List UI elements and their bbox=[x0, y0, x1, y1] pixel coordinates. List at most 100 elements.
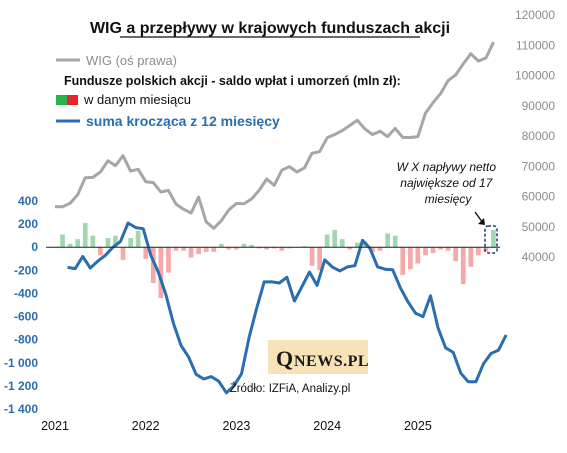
bar-month-29 bbox=[271, 247, 277, 249]
source-text: Źródło: IZFiA, Analizy.pl bbox=[230, 382, 351, 395]
bars-layer bbox=[52, 223, 496, 298]
right-tick-label: 70000 bbox=[522, 159, 556, 173]
bar-month-9 bbox=[120, 247, 126, 260]
bar-month-15 bbox=[166, 247, 171, 273]
qnews-logo: Q NEWS.PL bbox=[268, 340, 369, 374]
bar-month-39 bbox=[347, 247, 353, 250]
bar-month-54 bbox=[460, 247, 466, 285]
line-layer bbox=[67, 221, 508, 395]
bar-month-20 bbox=[203, 247, 209, 252]
bar-month-56 bbox=[476, 247, 481, 256]
legend-wig-label: WIG (oś prawa) bbox=[86, 53, 177, 68]
bar-month-51 bbox=[438, 247, 443, 250]
bar-month-5 bbox=[90, 235, 96, 248]
series-wig-line bbox=[55, 41, 495, 230]
bar-month-30 bbox=[279, 247, 285, 251]
legend-subtitle: Fundusze polskich akcji - saldo wpłat i … bbox=[64, 74, 401, 88]
bar-month-45 bbox=[392, 235, 398, 248]
bar-month-8 bbox=[113, 235, 118, 248]
bar-month-13 bbox=[150, 247, 156, 283]
annotation-line-2: największe od 17 bbox=[400, 176, 493, 190]
bar-month-48 bbox=[415, 247, 421, 264]
bar-month-40 bbox=[355, 242, 360, 248]
bar-month-47 bbox=[408, 247, 413, 270]
bar-month-24 bbox=[234, 247, 239, 250]
bar-month-42 bbox=[370, 247, 375, 252]
right-tick-label: 60000 bbox=[522, 190, 556, 204]
bar-month-1 bbox=[60, 234, 65, 248]
legend-bars-label: w danym miesiącu bbox=[83, 92, 191, 107]
bar-month-58 bbox=[491, 229, 496, 248]
bar-month-28 bbox=[264, 247, 269, 250]
bar-month-36 bbox=[324, 234, 330, 248]
right-tick-label: 120000 bbox=[515, 8, 555, 22]
bar-month-34 bbox=[309, 247, 315, 266]
bar-month-6 bbox=[98, 247, 103, 256]
bar-month-33 bbox=[302, 246, 307, 248]
left-tick-label: 200 bbox=[18, 217, 38, 231]
right-tick-label: 110000 bbox=[516, 38, 555, 52]
annotation-text: W X napływy netto największe od 17 miesi… bbox=[397, 160, 500, 206]
bar-month-57 bbox=[483, 247, 489, 252]
annotation-highlight-box bbox=[484, 225, 498, 254]
bar-month-55 bbox=[468, 247, 474, 267]
bar-month-2 bbox=[67, 243, 73, 248]
bar-month-23 bbox=[226, 247, 232, 250]
logo-text: NEWS.PL bbox=[294, 353, 369, 370]
bar-month-10 bbox=[128, 238, 133, 248]
axes-layer: 400 200 0 -200 -400 -600 -800 -1 000 -1 200 -1 40… bbox=[4, 8, 555, 433]
bar-month-49 bbox=[423, 247, 428, 256]
logo-background bbox=[268, 340, 368, 374]
bar-month-46 bbox=[400, 247, 406, 275]
right-tick-label: 100000 bbox=[515, 69, 555, 83]
bar-month-18 bbox=[188, 247, 194, 258]
legend-bar-green-swatch bbox=[56, 95, 67, 105]
bar-month-22 bbox=[219, 243, 224, 248]
wig-layer bbox=[55, 41, 495, 230]
bar-month-14 bbox=[158, 247, 164, 298]
bar-month-11 bbox=[135, 231, 141, 248]
annotation-line-1: W X napływy netto bbox=[397, 160, 497, 174]
bar-month-4 bbox=[82, 223, 88, 248]
bar-month-27 bbox=[256, 247, 262, 249]
left-tick-label: 0 bbox=[31, 240, 38, 254]
right-tick-label: 80000 bbox=[522, 129, 556, 143]
right-tick-label: 90000 bbox=[522, 99, 556, 113]
bar-month-50 bbox=[430, 247, 436, 253]
bar-month-16 bbox=[173, 247, 179, 251]
bar-month-35 bbox=[317, 247, 322, 271]
legend-bar-red-swatch bbox=[67, 95, 78, 105]
bar-month-12 bbox=[143, 247, 149, 259]
bar-month-26 bbox=[249, 244, 254, 248]
bar-month-19 bbox=[196, 247, 201, 255]
bar-month-43 bbox=[377, 247, 383, 251]
bar-month-37 bbox=[332, 229, 338, 248]
left-tick-label: -1 400 bbox=[4, 402, 38, 416]
annotation-line-3: miesięcy bbox=[425, 192, 473, 206]
bar-month-21 bbox=[211, 247, 217, 252]
series-rolling12-line bbox=[67, 221, 508, 395]
annotation-arrow-head bbox=[478, 218, 485, 225]
left-tick-label: -400 bbox=[14, 286, 38, 300]
logo-q: Q bbox=[276, 346, 293, 371]
bar-month-52 bbox=[445, 247, 451, 251]
bar-month-25 bbox=[241, 243, 247, 248]
x-tick-label: 2022 bbox=[132, 419, 160, 433]
left-tick-label: -200 bbox=[14, 263, 38, 277]
x-tick-label: 2024 bbox=[313, 419, 341, 433]
chart-title: WIG a przepływy w krajowych funduszach a… bbox=[90, 20, 450, 37]
bar-month-44 bbox=[385, 233, 390, 248]
x-tick-label: 2025 bbox=[404, 419, 432, 433]
left-tick-label: 400 bbox=[18, 194, 38, 208]
right-tick-label: 50000 bbox=[522, 220, 556, 234]
left-tick-label: -800 bbox=[14, 333, 38, 347]
legend-line-label: suma krocząca z 12 miesięcy bbox=[86, 113, 280, 129]
left-tick-label: -600 bbox=[14, 310, 38, 324]
left-tick-label: -1 000 bbox=[4, 356, 38, 370]
bar-month-3 bbox=[75, 239, 80, 248]
x-tick-label: 2023 bbox=[222, 419, 250, 433]
bar-month-7 bbox=[105, 238, 111, 248]
bar-month-17 bbox=[181, 247, 186, 251]
